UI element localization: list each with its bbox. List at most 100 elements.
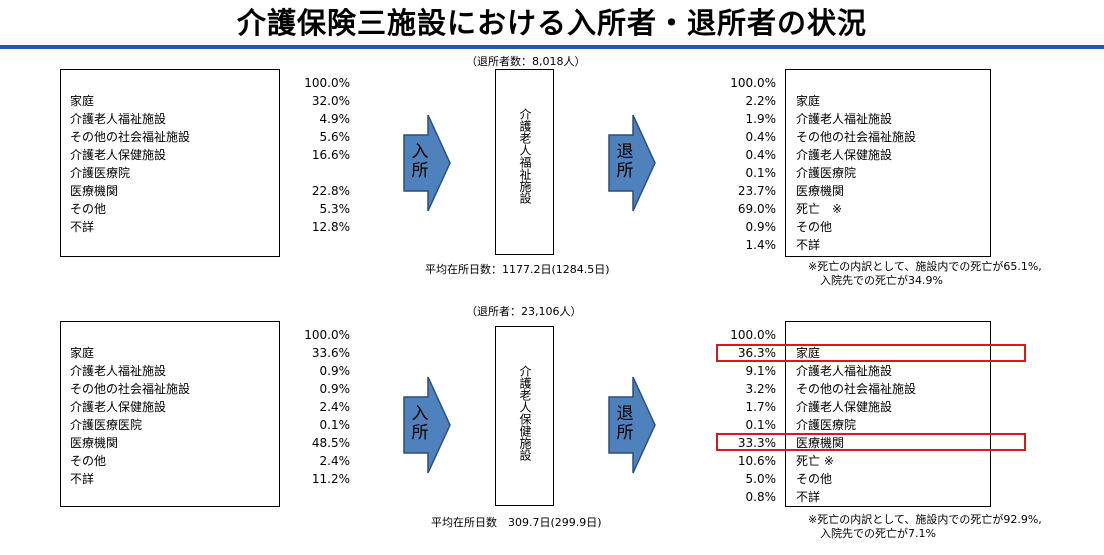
highlight-medical-row bbox=[716, 433, 1026, 451]
death-breakdown-note: ※死亡の内訳として、施設内での死亡が65.1%, 入院先での死亡が34.9% bbox=[808, 260, 1042, 288]
discharge-pct: 5.0% bbox=[745, 472, 777, 486]
discharge-arrow: 退所 bbox=[607, 375, 657, 475]
discharge-label: 介護老人福祉施設 bbox=[796, 112, 893, 126]
admission-origin-box bbox=[60, 321, 280, 507]
admission-label: 介護老人保健施設 bbox=[70, 400, 167, 414]
discharge-destination-box bbox=[785, 321, 991, 507]
highlight-home-row bbox=[716, 344, 1026, 362]
admission-pct: 0.9% bbox=[319, 364, 351, 378]
discharge-pct: 36.3% bbox=[737, 346, 776, 360]
admission-arrow: 入所 bbox=[402, 113, 452, 213]
admission-pct: 48.5% bbox=[311, 436, 350, 450]
admission-pct: 16.6% bbox=[311, 148, 350, 162]
discharge-total-pct: 100.0% bbox=[730, 76, 776, 90]
panel-health-facility: （退所者：23,106人） 100.0% 33.6% 0.9% 0.9% 2.4… bbox=[0, 300, 1104, 550]
discharge-pct: 69.0% bbox=[737, 202, 776, 216]
admission-label: その他の社会福祉施設 bbox=[70, 130, 191, 144]
facility-box: 介護老人保健施設 bbox=[495, 326, 554, 506]
discharge-pct: 3.2% bbox=[745, 382, 777, 396]
discharge-label: 死亡 ※ bbox=[796, 454, 834, 468]
discharge-pct-column: 100.0% 2.2% 1.9% 0.4% 0.4% 0.1% 23.7% 69… bbox=[720, 74, 776, 254]
admission-pct: 5.3% bbox=[319, 202, 351, 216]
discharge-pct: 2.2% bbox=[745, 94, 777, 108]
admission-pct: 11.2% bbox=[311, 472, 350, 486]
discharge-label-column: 家庭 介護老人福祉施設 その他の社会福祉施設 介護老人保健施設 介護医療院 医療… bbox=[796, 92, 916, 254]
note-line: ※死亡の内訳として、施設内での死亡が92.9%, bbox=[808, 513, 1042, 526]
discharge-label: 介護医療院 bbox=[796, 166, 857, 180]
note-line: 入院先での死亡が34.9% bbox=[820, 274, 943, 287]
discharge-label-column: 家庭 介護老人福祉施設 その他の社会福祉施設 介護老人保健施設 介護医療院 医療… bbox=[796, 344, 916, 506]
discharge-pct: 1.4% bbox=[745, 238, 777, 252]
discharge-pct: 1.9% bbox=[745, 112, 777, 126]
admission-label: 家庭 bbox=[70, 346, 95, 360]
admission-arrow-label: 入所 bbox=[411, 404, 429, 443]
discharge-label: 介護老人保健施設 bbox=[796, 148, 893, 162]
discharge-pct: 33.3% bbox=[737, 436, 776, 450]
discharge-total-pct: 100.0% bbox=[730, 328, 776, 342]
admission-label-column: 家庭 介護老人福祉施設 その他の社会福祉施設 介護老人保健施設 介護医療院 医療… bbox=[70, 92, 190, 236]
admission-label: 不詳 bbox=[70, 472, 95, 486]
title-underline bbox=[0, 45, 1104, 49]
admission-origin-box bbox=[60, 69, 280, 257]
discharge-label: 医療機関 bbox=[796, 184, 845, 198]
admission-label: 不詳 bbox=[70, 220, 95, 234]
discharge-pct: 1.7% bbox=[745, 400, 777, 414]
discharge-pct: 10.6% bbox=[737, 454, 776, 468]
discharge-pct: 0.1% bbox=[745, 418, 777, 432]
admission-label: 家庭 bbox=[70, 94, 95, 108]
discharge-arrow: 退所 bbox=[607, 113, 657, 213]
admission-pct: 2.4% bbox=[319, 454, 351, 468]
admission-pct: 2.4% bbox=[319, 400, 351, 414]
discharge-label: 不詳 bbox=[796, 490, 821, 504]
discharge-count-caption: （退所者数：8,018人） bbox=[466, 55, 586, 68]
discharge-label: その他 bbox=[796, 220, 833, 234]
admission-arrow: 入所 bbox=[402, 375, 452, 475]
discharge-label: 家庭 bbox=[796, 94, 821, 108]
discharge-label: 介護老人保健施設 bbox=[796, 400, 893, 414]
admission-label: その他 bbox=[70, 202, 107, 216]
admission-pct: 33.6% bbox=[311, 346, 350, 360]
admission-label: 介護医療医院 bbox=[70, 418, 143, 432]
admission-pct: 12.8% bbox=[311, 220, 350, 234]
discharge-pct: 0.4% bbox=[745, 130, 777, 144]
admission-total-pct: 100.0% bbox=[304, 328, 350, 342]
average-stay-caption: 平均在所日数：1177.2日(1284.5日) bbox=[425, 263, 610, 276]
average-stay-caption: 平均在所日数 309.7日(299.9日) bbox=[431, 516, 602, 529]
admission-label: その他の社会福祉施設 bbox=[70, 382, 191, 396]
discharge-destination-box bbox=[785, 69, 991, 257]
discharge-pct: 23.7% bbox=[737, 184, 776, 198]
admission-pct: 22.8% bbox=[311, 184, 350, 198]
discharge-pct: 0.4% bbox=[745, 148, 777, 162]
discharge-pct-column: 100.0% 36.3% 9.1% 3.2% 1.7% 0.1% 33.3% 1… bbox=[720, 326, 776, 506]
discharge-label: 介護医療院 bbox=[796, 418, 857, 432]
admission-label: その他 bbox=[70, 454, 107, 468]
admission-label: 介護老人福祉施設 bbox=[70, 364, 167, 378]
page-title: 介護保険三施設における入所者・退所者の状況 bbox=[236, 6, 867, 40]
discharge-count-caption: （退所者：23,106人） bbox=[466, 305, 582, 318]
admission-arrow-label: 入所 bbox=[411, 142, 429, 181]
admission-label: 介護医療院 bbox=[70, 166, 131, 180]
admission-label-column: 家庭 介護老人福祉施設 その他の社会福祉施設 介護老人保健施設 介護医療医院 医… bbox=[70, 344, 190, 488]
discharge-label: その他の社会福祉施設 bbox=[796, 382, 917, 396]
admission-pct: 0.1% bbox=[319, 418, 351, 432]
discharge-pct: 0.1% bbox=[745, 166, 777, 180]
facility-name: 介護老人福祉施設 bbox=[518, 108, 532, 204]
admission-label: 医療機関 bbox=[70, 184, 119, 198]
admission-pct: 32.0% bbox=[311, 94, 350, 108]
death-breakdown-note: ※死亡の内訳として、施設内での死亡が92.9%, 入院先での死亡が7.1% bbox=[808, 513, 1042, 541]
admission-label: 医療機関 bbox=[70, 436, 119, 450]
facility-box: 介護老人福祉施設 bbox=[495, 69, 554, 255]
discharge-label: その他の社会福祉施設 bbox=[796, 130, 917, 144]
discharge-pct: 0.9% bbox=[745, 220, 777, 234]
admission-pct: 4.9% bbox=[319, 112, 351, 126]
admission-pct: 5.6% bbox=[319, 130, 351, 144]
admission-total-pct: 100.0% bbox=[304, 76, 350, 90]
panel-welfare-facility: （退所者数：8,018人） 100.0% 32.0% 4.9% 5.6% 16.… bbox=[0, 50, 1104, 300]
discharge-label: 家庭 bbox=[796, 346, 821, 360]
discharge-pct: 0.8% bbox=[745, 490, 777, 504]
admission-pct: 0.9% bbox=[319, 382, 351, 396]
discharge-arrow-label: 退所 bbox=[616, 142, 634, 181]
note-line: 入院先での死亡が7.1% bbox=[820, 527, 936, 540]
admission-label: 介護老人福祉施設 bbox=[70, 112, 167, 126]
discharge-label: その他 bbox=[796, 472, 833, 486]
